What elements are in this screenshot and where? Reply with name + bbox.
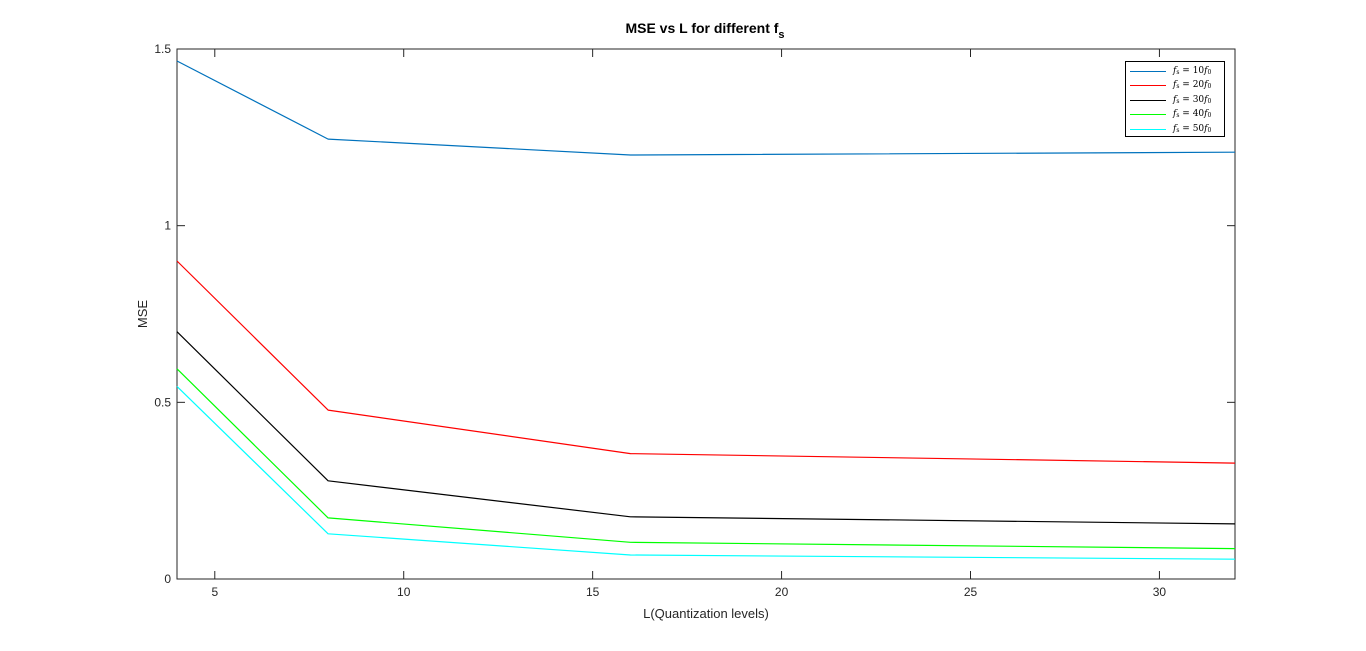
y-tick-label: 1 bbox=[164, 219, 171, 233]
x-tick-label: 20 bbox=[775, 585, 789, 599]
y-tick-label: 0 bbox=[164, 572, 171, 586]
legend-item[interactable]: fs = 50f0 bbox=[1126, 122, 1226, 136]
chart-title-subscript: s bbox=[778, 29, 785, 41]
legend-label: fs = 10f0 bbox=[1173, 66, 1212, 76]
x-tick-label: 25 bbox=[964, 585, 978, 599]
legend-label: fs = 20f0 bbox=[1173, 80, 1212, 91]
series-line-5 bbox=[176, 385, 1236, 560]
series-line-2 bbox=[176, 260, 1236, 464]
legend-item[interactable]: fs = 10f0 bbox=[1126, 64, 1226, 78]
y-axis-label: MSE bbox=[135, 300, 150, 329]
legend-label: fs = 30f0 bbox=[1173, 94, 1212, 105]
axes-box bbox=[176, 48, 1236, 580]
series-line-1 bbox=[176, 60, 1236, 156]
legend-item[interactable]: fs = 40f0 bbox=[1126, 107, 1226, 121]
series-line-4 bbox=[176, 368, 1236, 550]
chart-title: MSE vs L for different fs bbox=[0, 20, 1366, 41]
legend-swatch bbox=[1130, 99, 1166, 101]
legend-label: fs = 40f0 bbox=[1173, 109, 1212, 120]
x-tick-label: 30 bbox=[1153, 585, 1167, 599]
legend-swatch bbox=[1130, 85, 1166, 87]
legend-label: fs = 50f0 bbox=[1173, 123, 1212, 134]
x-tick-label: 15 bbox=[586, 585, 600, 599]
x-axis-label: L(Quantization levels) bbox=[643, 606, 769, 621]
legend-item[interactable]: fs = 30f0 bbox=[1126, 93, 1226, 107]
legend-swatch bbox=[1130, 114, 1166, 116]
legend-swatch bbox=[1130, 128, 1166, 130]
y-tick-label: 0.5 bbox=[154, 395, 171, 409]
series-line-3 bbox=[176, 331, 1236, 525]
x-tick-label: 5 bbox=[211, 585, 218, 599]
legend-swatch bbox=[1130, 71, 1166, 72]
chart-title-text: MSE vs L for different f bbox=[625, 20, 779, 36]
y-tick-label: 1.5 bbox=[154, 42, 171, 56]
x-tick-label: 10 bbox=[397, 585, 411, 599]
legend-item[interactable]: fs = 20f0 bbox=[1126, 78, 1226, 92]
legend[interactable]: fs = 10f0 fs = 20f0 fs = 30f0 fs = 40f0 fs =… bbox=[1125, 61, 1225, 137]
